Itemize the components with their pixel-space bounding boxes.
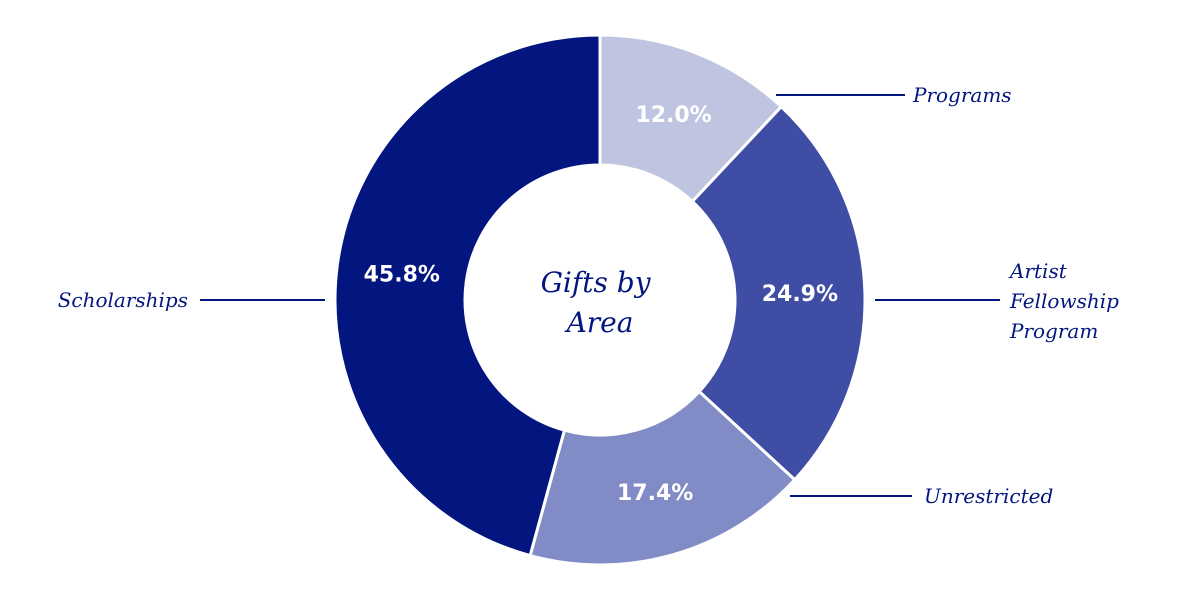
- value-label-programs: 12.0%: [635, 103, 711, 128]
- value-label-artist-fellowship-program: 24.9%: [762, 282, 838, 307]
- category-label-line: Program: [1009, 319, 1098, 343]
- value-label-unrestricted: 17.4%: [617, 481, 693, 506]
- slice-artist-fellowship-program: [690, 104, 867, 482]
- chart-title: Gifts by Area: [541, 266, 660, 339]
- value-label-scholarships: 45.8%: [364, 262, 440, 287]
- leader-lines: [200, 94, 1000, 497]
- slice-unrestricted: [528, 389, 797, 567]
- category-label-line: Fellowship: [1009, 289, 1119, 313]
- chart-title-line-1: Gifts by: [541, 266, 652, 299]
- category-label-line: Artist: [1008, 259, 1068, 283]
- category-labels: Programs Artist Fellowship Program Unrestric…: [58, 83, 1119, 508]
- category-label-line: Programs: [912, 83, 1012, 107]
- percentage-labels: 12.0% 24.9% 17.4% 45.8%: [364, 103, 838, 506]
- donut-slices: [333, 33, 867, 567]
- category-label-unrestricted: Unrestricted: [924, 484, 1053, 508]
- slice-scholarships: [333, 33, 602, 558]
- category-label-programs: Programs: [912, 83, 1012, 107]
- category-label-scholarships: Scholarships: [58, 288, 188, 312]
- category-label-line: Unrestricted: [924, 484, 1053, 508]
- chart-title-line-2: Area: [564, 306, 634, 339]
- category-label-line: Scholarships: [58, 288, 188, 312]
- category-label-artist-fellowship-program: Artist Fellowship Program: [1008, 259, 1119, 343]
